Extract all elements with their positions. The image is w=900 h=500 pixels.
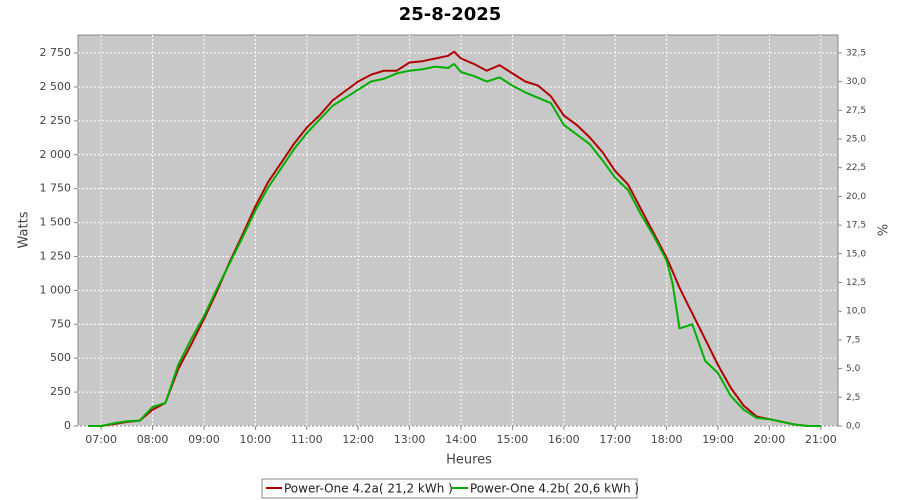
y-tick-label: 500 [50,351,71,364]
y2-tick-label: 0,0 [846,422,861,432]
x-tick-label: 07:00 [85,433,117,446]
x-axis-label: Heures [446,453,492,468]
x-tick-label: 17:00 [599,433,631,446]
x-tick-label: 14:00 [445,433,477,446]
y2-tick-label: 32,5 [846,48,866,58]
y-tick-label: 250 [50,385,71,398]
y-tick-label: 1 750 [40,182,72,195]
y-tick-label: 2 250 [40,114,72,127]
y2-tick-label: 12,5 [846,278,866,288]
x-tick-label: 12:00 [342,433,374,446]
x-tick-label: 09:00 [188,433,220,446]
y2-tick-label: 7,5 [846,335,860,345]
chart-title: 25-8-2025 [399,4,502,25]
y2-tick-label: 30,0 [846,77,866,87]
x-tick-label: 10:00 [240,433,272,446]
y2-tick-label: 5,0 [846,364,861,374]
y-tick-label: 1 500 [40,216,72,229]
x-tick-label: 11:00 [291,433,323,446]
x-tick-label: 16:00 [548,433,580,446]
plot-area [77,34,839,427]
y2-tick-label: 15,0 [846,249,866,259]
x-tick-label: 20:00 [754,433,786,446]
x-tick-label: 18:00 [651,433,683,446]
y2-tick-label: 17,5 [846,221,866,231]
legend-label: Power-One 4.2b( 20,6 kWh ) [470,482,639,496]
x-tick-label: 21:00 [805,433,837,446]
y2-tick-label: 25,0 [846,135,866,145]
legend [261,478,638,499]
y2-tick-label: 22,5 [846,163,866,173]
x-tick-label: 19:00 [702,433,734,446]
y2-tick-label: 20,0 [846,192,866,202]
legend-label: Power-One 4.2a( 21,2 kWh ) [284,482,453,496]
y2-tick-label: 27,5 [846,106,866,116]
y-tick-label: 2 500 [40,80,72,93]
y-tick-label: 0 [64,419,71,432]
x-tick-label: 15:00 [497,433,529,446]
y-axis-label: Watts [17,211,32,248]
y-tick-label: 1 000 [40,283,72,296]
x-tick-label: 13:00 [394,433,426,446]
y2-tick-label: 10,0 [846,307,866,317]
y-tick-label: 1 250 [40,249,72,262]
y2-axis-label: % [874,224,889,236]
y-tick-label: 2 000 [40,148,72,161]
y-tick-label: 750 [50,317,71,330]
series-line [88,50,821,427]
series-line [88,62,821,427]
y2-tick-label: 2,5 [846,393,860,403]
x-tick-label: 08:00 [137,433,169,446]
y-tick-label: 2 750 [40,46,72,59]
